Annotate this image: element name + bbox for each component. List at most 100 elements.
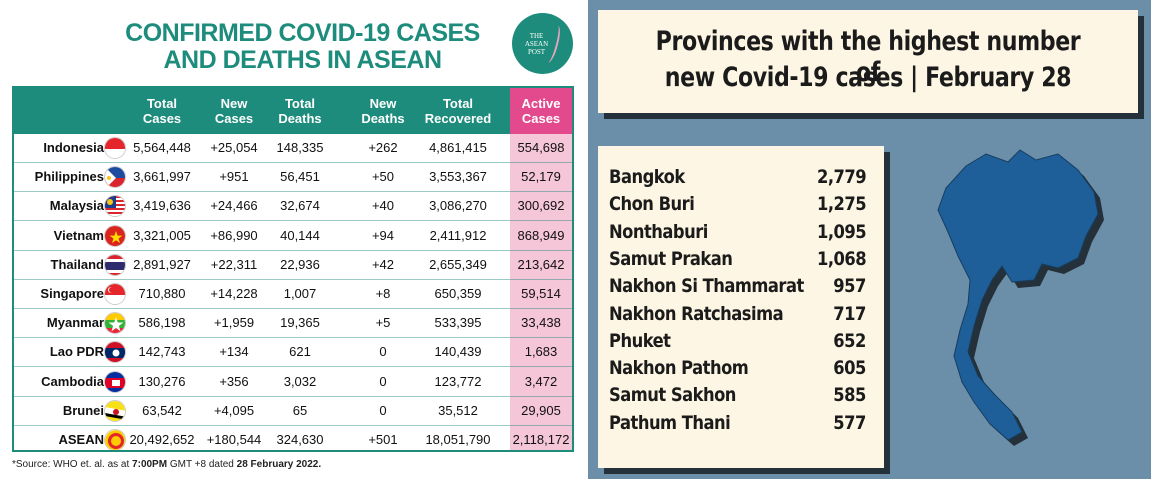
table-row: Thailand 2,891,927 +22,311 22,936 +42 2,655,3…: [14, 251, 572, 280]
table-row: Philippines 3,661,997 +951 56,451 +50 3,553,3…: [14, 163, 572, 193]
row-divider: [14, 220, 572, 222]
province-name: Bangkok: [609, 166, 685, 188]
table-cell: +42: [371, 256, 395, 272]
asean-title-line2: AND DEATHS IN ASEAN: [163, 46, 442, 74]
table-cell: 710,880: [138, 286, 186, 301]
laos-flag-icon: [104, 341, 126, 364]
province-name: Nakhon Si Thammarat: [609, 275, 804, 298]
source-note: *Source: WHO et. al. as at 7:00PM GMT +8…: [12, 459, 321, 470]
table-row: Myanmar 586,198 +1,959 19,365 +5 533,395 33,43…: [14, 309, 572, 339]
table-cell: 4,861,415: [429, 140, 487, 155]
asean-emblem-icon: [104, 429, 126, 450]
country-name: Brunei: [62, 402, 104, 418]
provinces-list-card: Bangkok 2,779 Chon Buri 1,275 Nonthaburi 1,09…: [598, 146, 884, 468]
asean-post-logo-text: THE ASEAN POST: [524, 31, 549, 56]
provinces-title-card: Provinces with the highest number of new…: [598, 10, 1138, 113]
row-divider: [14, 366, 572, 368]
table-cell: +951: [219, 169, 249, 185]
province-name: Nonthaburi: [609, 220, 708, 243]
table-cell: 18,051,790: [425, 432, 491, 447]
country-name: Singapore: [40, 286, 104, 301]
row-divider: [14, 162, 572, 163]
row-divider: [14, 337, 572, 339]
brunei-flag-icon: [104, 399, 126, 422]
table-cell: 142,743: [138, 344, 186, 360]
philippines-flag-icon: [104, 166, 126, 189]
thailand-map-shape: [937, 149, 1099, 441]
country-name: ASEAN: [58, 432, 104, 447]
table-cell: 3,553,367: [429, 169, 487, 185]
row-divider: [14, 424, 572, 426]
table-cell: 2,655,349: [429, 256, 487, 272]
vietnam-flag-icon: [104, 224, 126, 247]
table-cell: 35,512: [438, 402, 478, 418]
province-value: 1,095: [816, 220, 867, 243]
table-cell: 586,198: [138, 315, 186, 331]
thailand-provinces-panel: Provinces with the highest number of new…: [588, 0, 1151, 479]
table-cell: +5: [375, 315, 391, 331]
source-date: 28 February 2022.: [236, 459, 322, 470]
table-cell: 130,276: [138, 373, 186, 389]
active-cases-header-bg: [510, 88, 572, 134]
table-cell: 65: [292, 402, 308, 418]
cambodia-flag-icon: [104, 370, 126, 393]
country-name: Philippines: [34, 169, 104, 185]
table-cell: 59,514: [521, 286, 561, 301]
province-name: Samut Sakhon: [609, 384, 736, 407]
province-name: Samut Prakan: [609, 247, 733, 270]
column-header: Total Cases: [142, 96, 182, 126]
singapore-flag-icon: [104, 283, 126, 305]
table-cell: +180,544: [206, 432, 262, 447]
province-name: Phuket: [609, 329, 671, 352]
asean-post-logo: THE ASEAN POST: [512, 13, 573, 74]
table-cell: 140,439: [434, 344, 482, 360]
table-cell: 148,335: [276, 140, 324, 155]
row-divider: [14, 308, 572, 309]
table-cell: 1,007: [283, 286, 317, 301]
table-cell: +50: [371, 169, 395, 185]
table-cell: +14,228: [210, 286, 258, 301]
row-divider: [14, 191, 572, 193]
table-cell: 5,564,448: [133, 140, 191, 155]
province-name: Pathum Thani: [609, 411, 731, 434]
asean-title-line1: CONFIRMED COVID-19 CASES: [125, 19, 480, 47]
table-cell: 0: [379, 373, 387, 389]
malaysia-flag-icon: [104, 195, 126, 218]
row-divider: [14, 395, 572, 397]
table-cell: +356: [219, 373, 249, 389]
column-header: Total Recovered: [424, 96, 492, 126]
province-value: 605: [833, 357, 866, 380]
table-cell: 3,321,005: [133, 227, 191, 243]
table-row: Lao PDR 142,743 +134 621 0 140,439 1,683: [14, 338, 572, 368]
table-row: Malaysia 3,419,636 +24,466 32,674 +40 3,086,2…: [14, 192, 572, 222]
table-cell: 3,661,997: [133, 169, 191, 185]
table-cell: 40,144: [280, 227, 320, 243]
table-cell: +22,311: [210, 256, 258, 272]
table-row: Indonesia 5,564,448 +25,054 148,335 +262 4,86…: [14, 134, 572, 163]
source-time: 7:00PM: [132, 459, 168, 470]
active-cases-column-bg: [510, 88, 572, 450]
table-cell: +134: [219, 344, 249, 360]
table-cell: 56,451: [280, 169, 320, 185]
province-value: 957: [833, 275, 866, 298]
province-name: Nakhon Ratchasima: [609, 302, 784, 325]
province-value: 577: [833, 411, 866, 434]
table-cell: 3,032: [283, 373, 317, 389]
province-value: 2,779: [816, 166, 867, 188]
column-header: Total Deaths: [278, 96, 322, 126]
column-header: New Deaths: [361, 96, 405, 126]
province-value: 652: [833, 329, 866, 352]
asean-covid-table: Total Cases New Cases Total Deaths New Deat…: [12, 86, 574, 452]
table-cell: +86,990: [210, 227, 258, 243]
table-cell: +1,959: [213, 315, 255, 331]
province-value: 717: [833, 302, 866, 325]
table-cell: +501: [368, 432, 398, 447]
table-cell: 22,936: [280, 256, 320, 272]
provinces-title-line1: Provinces with the highest number of: [655, 26, 1081, 88]
table-cell: +94: [371, 227, 395, 243]
myanmar-flag-icon: [104, 312, 126, 335]
table-cell: 868,949: [517, 227, 565, 243]
country-name: Lao PDR: [49, 344, 104, 360]
province-value: 585: [833, 384, 866, 407]
table-cell: +25,054: [210, 140, 258, 155]
